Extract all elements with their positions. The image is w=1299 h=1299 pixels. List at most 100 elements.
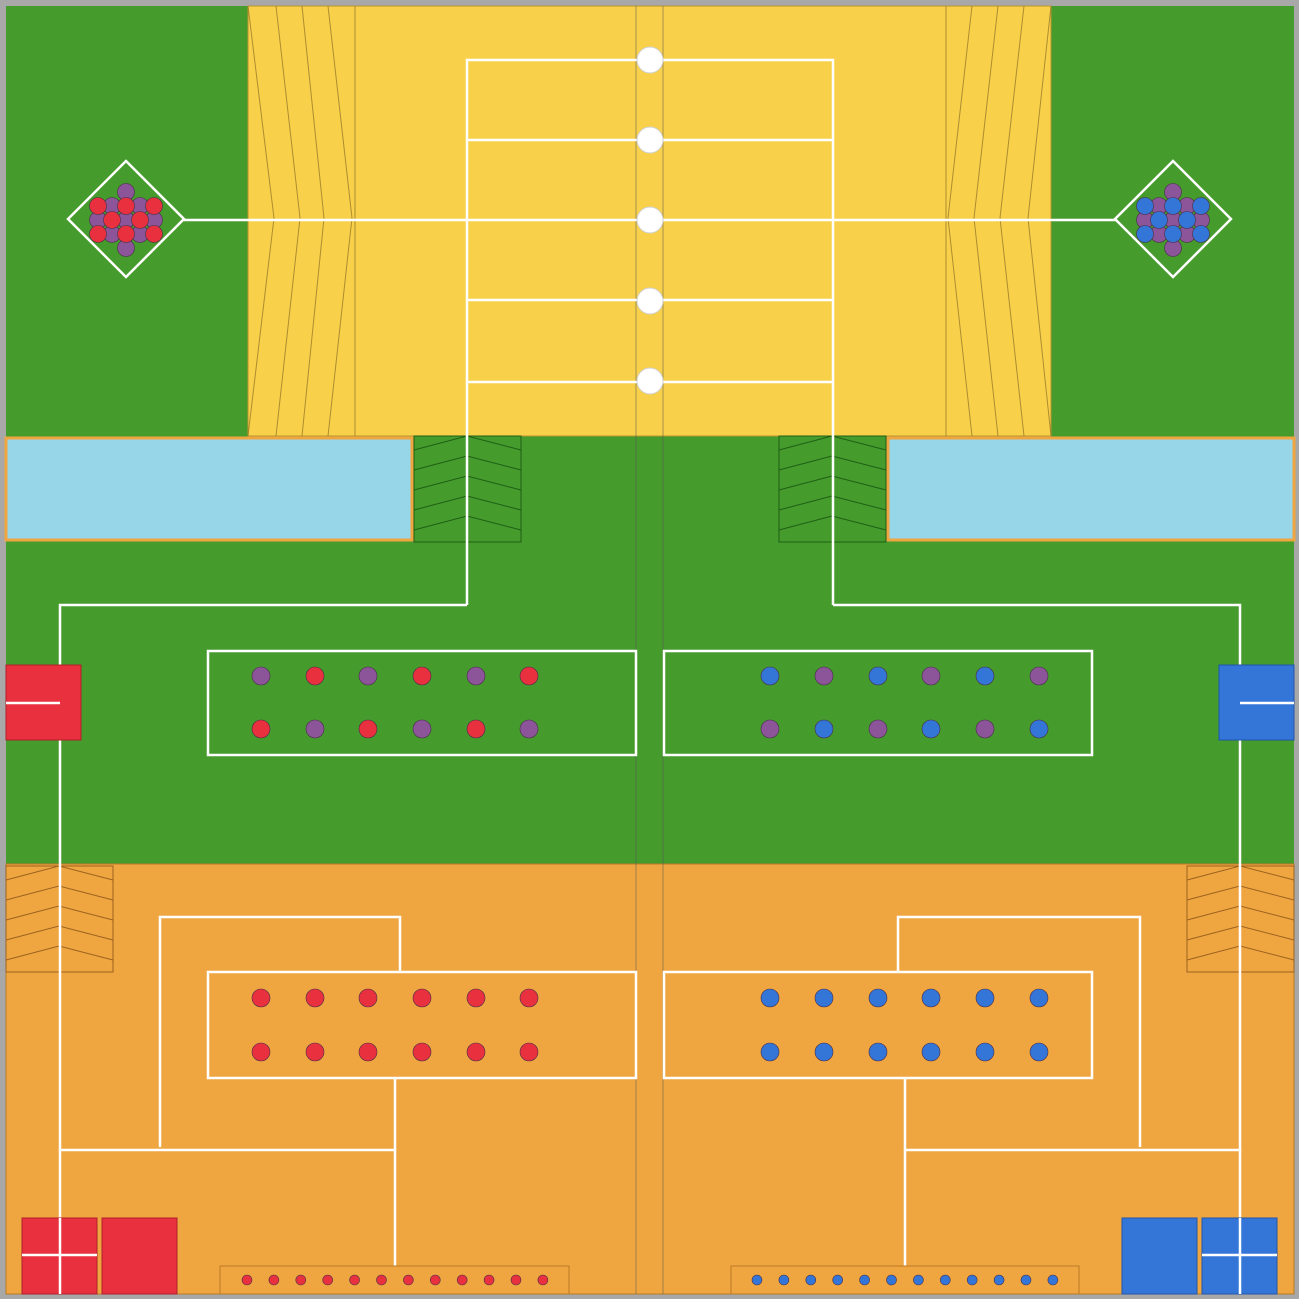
red-piece[interactable]	[251, 1042, 271, 1062]
red-tray-piece[interactable]	[403, 1274, 414, 1286]
blue-piece[interactable]	[1029, 1042, 1049, 1062]
blue-piece[interactable]	[1192, 225, 1210, 243]
blue-piece[interactable]	[975, 988, 995, 1008]
blue-piece[interactable]	[921, 988, 941, 1008]
blue-piece[interactable]	[1029, 988, 1049, 1008]
red-piece[interactable]	[305, 988, 325, 1008]
blue-piece[interactable]	[921, 719, 941, 739]
red-side-goal[interactable]	[5, 664, 82, 741]
blue-tray-piece[interactable]	[805, 1274, 817, 1286]
blue-piece[interactable]	[1029, 719, 1049, 739]
orange-zone	[5, 863, 1295, 1295]
red-piece[interactable]	[412, 1042, 432, 1062]
purple-piece[interactable]	[868, 719, 888, 739]
purple-piece[interactable]	[760, 719, 780, 739]
purple-piece[interactable]	[975, 719, 995, 739]
blue-corner-boxes[interactable]	[1121, 1217, 1278, 1295]
red-piece[interactable]	[117, 197, 135, 215]
blue-tray-piece[interactable]	[1047, 1274, 1059, 1286]
red-piece[interactable]	[466, 988, 486, 1008]
blue-piece[interactable]	[760, 1042, 780, 1062]
blue-tray-piece[interactable]	[859, 1274, 870, 1286]
white-markers	[636, 46, 664, 395]
blue-tray-piece[interactable]	[778, 1274, 790, 1286]
blue-piece[interactable]	[868, 666, 888, 686]
purple-piece[interactable]	[519, 719, 539, 739]
blue-piece[interactable]	[814, 1042, 834, 1062]
red-piece[interactable]	[117, 225, 135, 243]
blue-piece[interactable]	[1136, 225, 1154, 243]
red-piece[interactable]	[412, 666, 432, 686]
blue-tray-piece[interactable]	[832, 1274, 844, 1286]
blue-piece[interactable]	[814, 719, 834, 739]
red-piece[interactable]	[412, 988, 432, 1008]
blue-piece[interactable]	[760, 666, 780, 686]
red-piece[interactable]	[305, 666, 325, 686]
blue-piece[interactable]	[868, 1042, 888, 1062]
blue-piece[interactable]	[921, 1042, 941, 1062]
red-tray-piece[interactable]	[295, 1274, 307, 1286]
red-corner-boxes[interactable]	[21, 1217, 178, 1295]
red-tray-piece[interactable]	[537, 1274, 549, 1286]
red-piece[interactable]	[466, 719, 486, 739]
red-piece[interactable]	[358, 1042, 378, 1062]
red-piece[interactable]	[358, 988, 378, 1008]
red-tray-piece[interactable]	[268, 1274, 280, 1286]
red-piece[interactable]	[103, 211, 121, 229]
red-piece[interactable]	[519, 988, 539, 1008]
red-tray-piece[interactable]	[429, 1274, 441, 1286]
purple-piece[interactable]	[412, 719, 432, 739]
water-channel-right	[886, 436, 1296, 542]
blue-tray-piece[interactable]	[1020, 1274, 1032, 1286]
purple-piece[interactable]	[466, 666, 486, 686]
red-piece[interactable]	[145, 197, 163, 215]
blue-piece[interactable]	[760, 988, 780, 1008]
red-piece[interactable]	[519, 666, 539, 686]
blue-piece[interactable]	[1164, 197, 1182, 215]
blue-tray-piece[interactable]	[913, 1274, 924, 1286]
red-piece[interactable]	[466, 1042, 486, 1062]
purple-piece[interactable]	[1029, 666, 1049, 686]
blue-tray-piece[interactable]	[939, 1274, 951, 1286]
blue-piece[interactable]	[975, 666, 995, 686]
blue-piece[interactable]	[1192, 197, 1210, 215]
red-tray-piece[interactable]	[349, 1274, 360, 1286]
blue-piece[interactable]	[975, 1042, 995, 1062]
red-tray-piece[interactable]	[483, 1274, 495, 1286]
white-marker	[636, 206, 664, 234]
purple-piece[interactable]	[251, 666, 271, 686]
white-marker	[636, 287, 664, 315]
red-tray-piece[interactable]	[322, 1274, 334, 1286]
red-piece[interactable]	[89, 225, 107, 243]
red-piece[interactable]	[251, 719, 271, 739]
purple-piece[interactable]	[814, 666, 834, 686]
red-piece[interactable]	[358, 719, 378, 739]
blue-side-goal[interactable]	[1218, 664, 1295, 741]
red-piece[interactable]	[145, 225, 163, 243]
red-piece[interactable]	[519, 1042, 539, 1062]
blue-piece[interactable]	[868, 988, 888, 1008]
red-tray-piece[interactable]	[456, 1274, 468, 1286]
red-piece[interactable]	[305, 1042, 325, 1062]
blue-tray-piece[interactable]	[993, 1274, 1005, 1286]
red-tray-piece[interactable]	[241, 1274, 253, 1286]
blue-piece[interactable]	[1136, 197, 1154, 215]
purple-piece[interactable]	[358, 666, 378, 686]
red-piece[interactable]	[131, 211, 149, 229]
blue-piece[interactable]	[1150, 211, 1168, 229]
white-marker	[636, 46, 664, 74]
blue-tray-piece[interactable]	[751, 1274, 763, 1286]
red-tray-piece[interactable]	[510, 1274, 522, 1286]
left-diamond-pieces	[89, 183, 163, 257]
blue-tray-piece[interactable]	[886, 1274, 897, 1286]
blue-tray-piece[interactable]	[966, 1274, 978, 1286]
blue-piece[interactable]	[814, 988, 834, 1008]
blue-piece[interactable]	[1164, 225, 1182, 243]
purple-piece[interactable]	[305, 719, 325, 739]
red-piece[interactable]	[251, 988, 271, 1008]
red-piece[interactable]	[89, 197, 107, 215]
purple-piece[interactable]	[921, 666, 941, 686]
blue-piece[interactable]	[1178, 211, 1196, 229]
red-tray-piece[interactable]	[376, 1274, 387, 1286]
